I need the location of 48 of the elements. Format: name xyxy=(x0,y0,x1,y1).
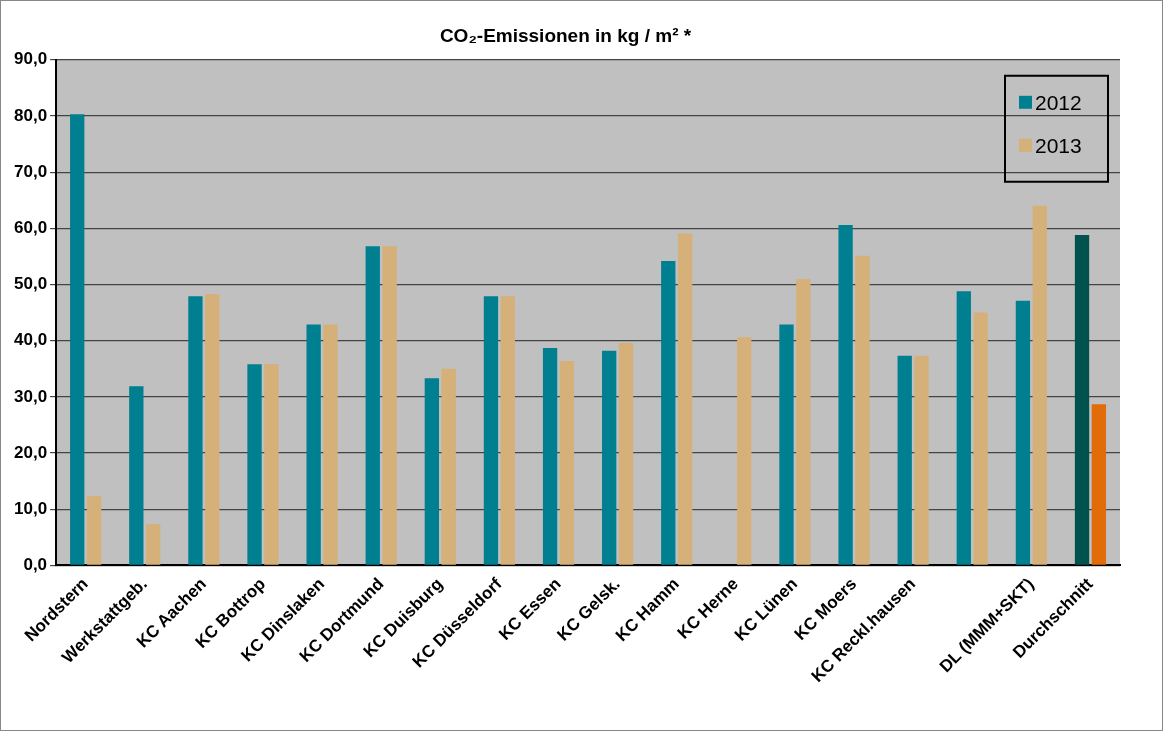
bar xyxy=(737,337,752,565)
bar xyxy=(70,114,85,565)
bar xyxy=(973,312,988,565)
bar xyxy=(264,364,279,565)
y-tick-label: 10,0 xyxy=(13,498,48,518)
bar xyxy=(86,496,102,565)
bar xyxy=(205,294,220,565)
bar xyxy=(796,278,811,565)
bar xyxy=(247,364,262,565)
bar xyxy=(1015,300,1031,565)
y-tick-label: 60,0 xyxy=(13,218,48,238)
y-tick-label: 90,0 xyxy=(13,49,48,69)
bar xyxy=(1091,404,1107,565)
bar xyxy=(559,360,575,565)
bar xyxy=(146,524,161,565)
bar xyxy=(500,296,515,565)
bar xyxy=(306,324,321,565)
bar xyxy=(956,291,971,565)
y-tick-label: 0,0 xyxy=(23,555,48,575)
bar xyxy=(323,324,338,565)
bar xyxy=(661,260,676,565)
y-tick-label: 50,0 xyxy=(13,274,48,294)
chart-title: CO₂-Emissionen in kg / m² * xyxy=(439,24,692,46)
y-tick-label: 30,0 xyxy=(13,386,48,406)
legend-label: 2012 xyxy=(1035,90,1082,114)
bar xyxy=(129,386,144,565)
bar xyxy=(1032,205,1047,565)
bar xyxy=(618,342,634,565)
bar xyxy=(602,350,617,565)
bar xyxy=(188,296,203,565)
y-tick-label: 20,0 xyxy=(13,442,48,462)
bar xyxy=(1074,235,1090,565)
y-tick-label: 70,0 xyxy=(13,161,48,181)
bar xyxy=(779,324,794,565)
y-tick-label: 80,0 xyxy=(13,105,48,125)
bar xyxy=(914,355,929,565)
bar xyxy=(382,246,397,565)
bar xyxy=(483,296,499,565)
bar xyxy=(677,233,693,565)
bar xyxy=(365,246,380,565)
bar xyxy=(424,378,440,565)
bar xyxy=(838,224,853,565)
bar xyxy=(542,347,558,565)
legend-label: 2013 xyxy=(1035,133,1082,157)
bar xyxy=(897,355,912,565)
y-tick-label: 40,0 xyxy=(13,330,48,350)
bar xyxy=(441,368,456,565)
bar xyxy=(855,255,870,565)
